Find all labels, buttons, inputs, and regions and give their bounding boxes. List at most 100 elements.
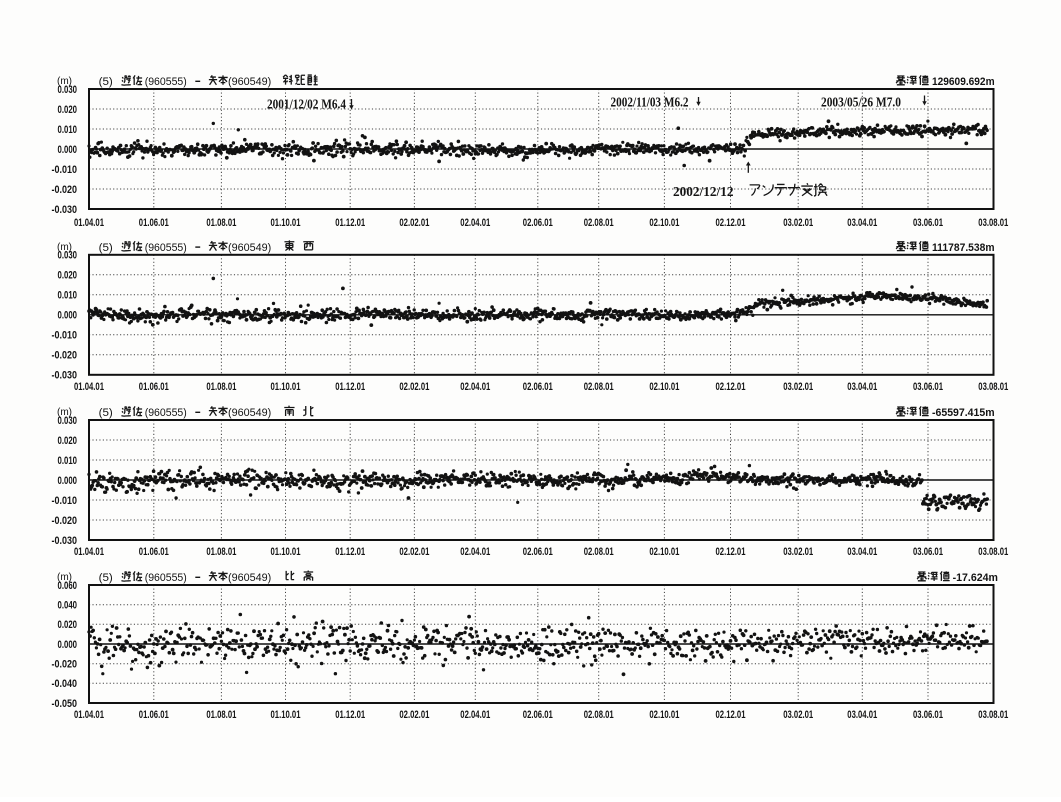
svg-text:-0.020: -0.020 [52, 350, 78, 362]
svg-text:2002/12/12: 2002/12/12 [673, 184, 734, 199]
svg-text:02.04.01: 02.04.01 [460, 217, 490, 229]
svg-text:(m): (m) [57, 572, 72, 583]
svg-text:02.10.01: 02.10.01 [649, 381, 679, 393]
svg-text:02.06.01: 02.06.01 [523, 709, 553, 721]
svg-text:0.010: 0.010 [58, 124, 78, 136]
svg-text:02.12.01: 02.12.01 [716, 709, 746, 721]
svg-text:02.08.01: 02.08.01 [584, 709, 614, 721]
svg-text:(5): (5) [99, 572, 113, 584]
svg-text:01.04.01: 01.04.01 [74, 546, 104, 558]
svg-text:0.020: 0.020 [58, 270, 78, 282]
svg-text:01.08.01: 01.08.01 [206, 381, 236, 393]
svg-text:03.06.01: 03.06.01 [913, 217, 943, 229]
svg-text:(5): (5) [99, 407, 113, 419]
svg-text:01.10.01: 01.10.01 [271, 217, 301, 229]
svg-text:02.04.01: 02.04.01 [460, 381, 490, 393]
svg-text:(960555): (960555) [145, 76, 187, 88]
svg-text:0.010: 0.010 [58, 455, 78, 467]
svg-text:03.08.01: 03.08.01 [978, 217, 1008, 229]
svg-text:0.010: 0.010 [58, 290, 78, 302]
svg-text:01.08.01: 01.08.01 [206, 546, 236, 558]
svg-text:02.04.01: 02.04.01 [460, 709, 490, 721]
svg-text:(960555): (960555) [145, 242, 187, 254]
svg-text:03.06.01: 03.06.01 [913, 546, 943, 558]
svg-text:(m): (m) [57, 407, 72, 418]
svg-text:02.08.01: 02.08.01 [584, 217, 614, 229]
svg-text:01.06.01: 01.06.01 [139, 709, 169, 721]
svg-text:02.06.01: 02.06.01 [523, 381, 553, 393]
svg-text:01.10.01: 01.10.01 [271, 546, 301, 558]
svg-text:02.12.01: 02.12.01 [716, 217, 746, 229]
svg-text:(960549): (960549) [228, 76, 271, 88]
svg-text:0.020: 0.020 [58, 435, 78, 447]
svg-text:0.020: 0.020 [58, 619, 78, 631]
svg-text:01.12.01: 01.12.01 [335, 546, 365, 558]
svg-text:02.02.01: 02.02.01 [399, 709, 429, 721]
svg-text:-0.040: -0.040 [52, 678, 78, 690]
svg-text:-0.020: -0.020 [52, 515, 78, 527]
svg-text:02.12.01: 02.12.01 [716, 381, 746, 393]
svg-text:02.12.01: 02.12.01 [716, 546, 746, 558]
svg-text:0.020: 0.020 [58, 104, 78, 116]
svg-text:2001/12/02 M6.4: 2001/12/02 M6.4 [267, 97, 346, 112]
svg-text:02.10.01: 02.10.01 [649, 217, 679, 229]
svg-text:03.02.01: 03.02.01 [783, 709, 813, 721]
svg-text:01.10.01: 01.10.01 [271, 709, 301, 721]
svg-text:0.030: 0.030 [58, 250, 78, 262]
svg-text:03.08.01: 03.08.01 [978, 381, 1008, 393]
svg-text:01.08.01: 01.08.01 [206, 709, 236, 721]
svg-text:01.04.01: 01.04.01 [74, 217, 104, 229]
svg-text:02.02.01: 02.02.01 [399, 217, 429, 229]
svg-text:03.06.01: 03.06.01 [913, 709, 943, 721]
svg-text:01.06.01: 01.06.01 [139, 217, 169, 229]
svg-text:0.000: 0.000 [58, 639, 78, 651]
svg-text:-65597.415m: -65597.415m [932, 407, 995, 419]
svg-text:03.04.01: 03.04.01 [847, 709, 877, 721]
svg-text:-0.050: -0.050 [52, 698, 78, 710]
svg-text:-0.010: -0.010 [52, 330, 78, 342]
svg-text:2002/11/03 M6.2: 2002/11/03 M6.2 [611, 95, 689, 110]
svg-text:-0.020: -0.020 [52, 184, 78, 196]
svg-text:0.040: 0.040 [58, 600, 78, 612]
svg-text:01.04.01: 01.04.01 [74, 381, 104, 393]
svg-text:02.02.01: 02.02.01 [399, 381, 429, 393]
svg-text:(960549): (960549) [228, 242, 271, 254]
svg-text:-0.020: -0.020 [52, 659, 78, 671]
svg-text:03.02.01: 03.02.01 [783, 381, 813, 393]
svg-text:2003/05/26 M7.0: 2003/05/26 M7.0 [821, 95, 901, 110]
svg-text:01.06.01: 01.06.01 [139, 546, 169, 558]
svg-text:0.030: 0.030 [58, 415, 78, 427]
svg-text:02.08.01: 02.08.01 [584, 546, 614, 558]
svg-text:-0.010: -0.010 [52, 164, 78, 176]
svg-text:01.08.01: 01.08.01 [206, 217, 236, 229]
svg-text:129609.692m: 129609.692m [932, 76, 995, 88]
svg-text:01.12.01: 01.12.01 [335, 217, 365, 229]
svg-text:(m): (m) [57, 242, 72, 253]
svg-text:0.030: 0.030 [58, 84, 78, 96]
svg-text:02.06.01: 02.06.01 [523, 217, 553, 229]
svg-text:-0.030: -0.030 [52, 204, 78, 216]
svg-text:03.04.01: 03.04.01 [847, 217, 877, 229]
svg-text:02.10.01: 02.10.01 [649, 546, 679, 558]
svg-text:02.08.01: 02.08.01 [584, 381, 614, 393]
svg-text:(m): (m) [57, 76, 72, 87]
svg-text:01.10.01: 01.10.01 [271, 381, 301, 393]
svg-text:01.04.01: 01.04.01 [74, 709, 104, 721]
svg-text:0.060: 0.060 [58, 580, 78, 592]
svg-text:(960555): (960555) [145, 407, 187, 419]
svg-text:0.000: 0.000 [58, 475, 78, 487]
svg-text:02.10.01: 02.10.01 [649, 709, 679, 721]
svg-text:-17.624m: -17.624m [953, 572, 999, 584]
svg-text:02.04.01: 02.04.01 [460, 546, 490, 558]
svg-text:(5): (5) [99, 242, 113, 254]
svg-text:(960549): (960549) [228, 572, 271, 584]
svg-text:03.02.01: 03.02.01 [783, 217, 813, 229]
svg-text:111787.538m: 111787.538m [932, 242, 995, 254]
svg-text:01.06.01: 01.06.01 [139, 381, 169, 393]
svg-text:(5): (5) [99, 76, 113, 88]
svg-text:03.04.01: 03.04.01 [847, 381, 877, 393]
svg-text:02.06.01: 02.06.01 [523, 546, 553, 558]
svg-text:0.000: 0.000 [58, 310, 78, 322]
svg-text:-0.010: -0.010 [52, 495, 78, 507]
svg-text:03.08.01: 03.08.01 [978, 546, 1008, 558]
